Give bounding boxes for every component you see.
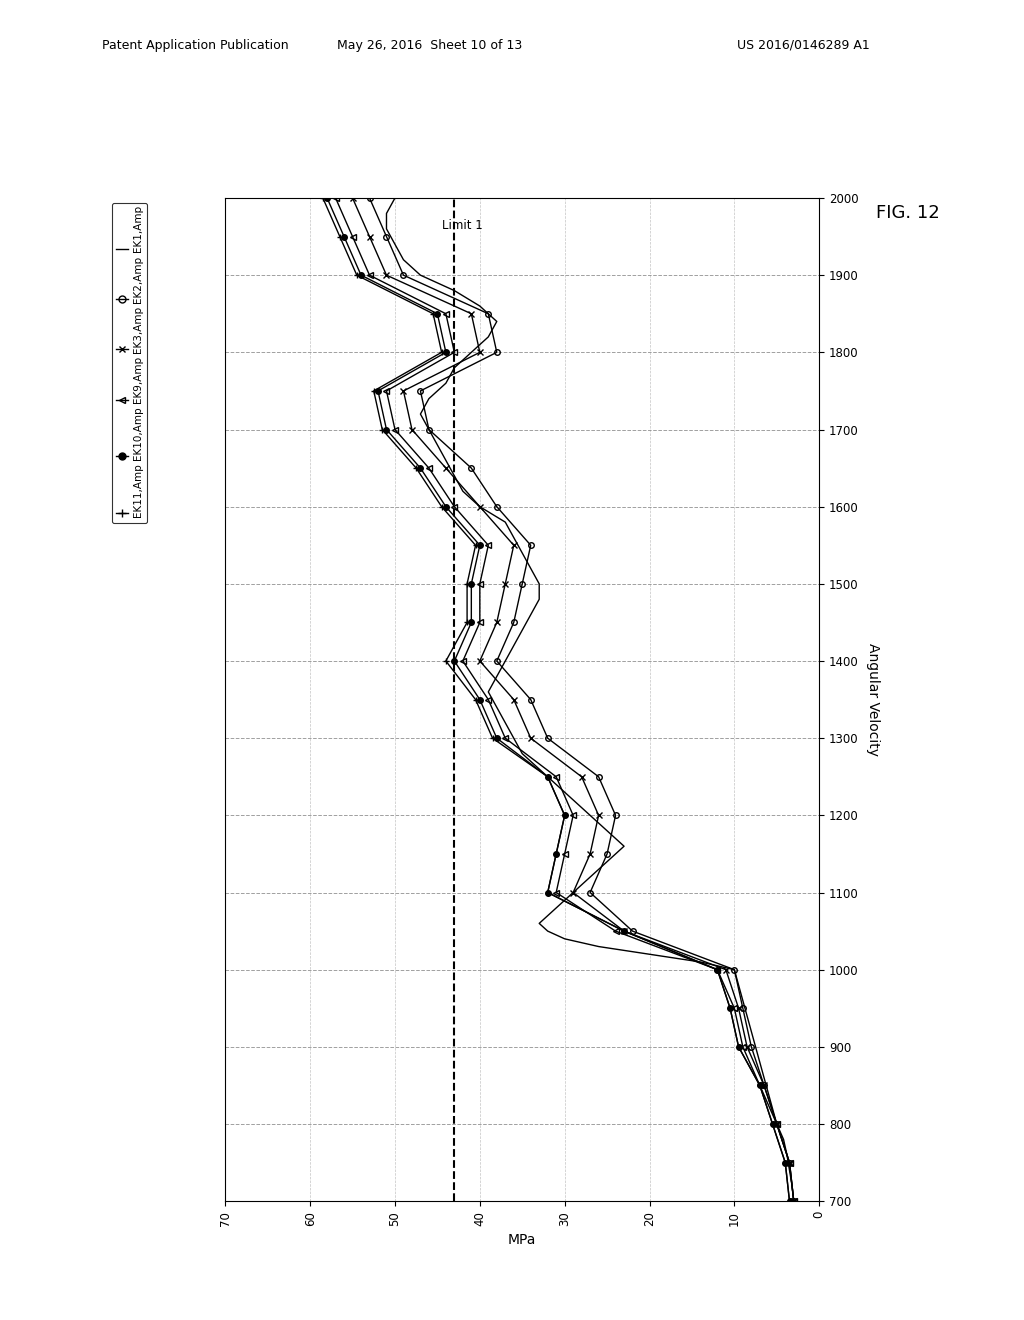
Text: Patent Application Publication: Patent Application Publication — [102, 38, 289, 51]
X-axis label: MPa: MPa — [508, 1233, 537, 1247]
Text: FIG. 12: FIG. 12 — [876, 203, 939, 222]
Text: May 26, 2016  Sheet 10 of 13: May 26, 2016 Sheet 10 of 13 — [338, 38, 522, 51]
Y-axis label: Angular Velocity: Angular Velocity — [865, 643, 880, 756]
Legend: EK1,Amp, EK2,Amp, EK3,Amp, EK9,Amp, EK10,Amp, EK11,Amp: EK1,Amp, EK2,Amp, EK3,Amp, EK9,Amp, EK10… — [112, 203, 146, 523]
Text: Limit 1: Limit 1 — [441, 219, 482, 232]
Text: US 2016/0146289 A1: US 2016/0146289 A1 — [737, 38, 870, 51]
